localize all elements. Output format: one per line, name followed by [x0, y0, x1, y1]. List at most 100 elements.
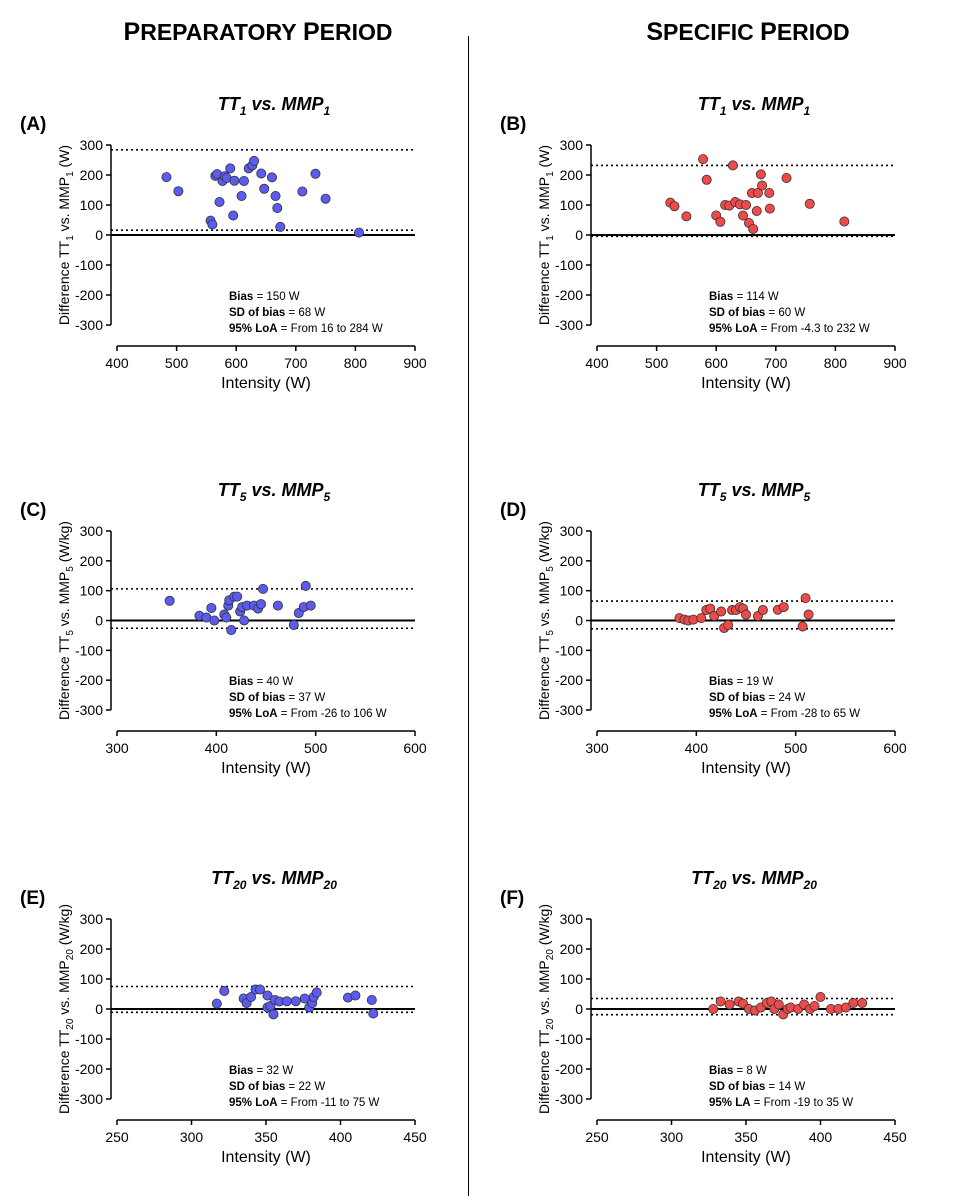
- y-tick-label: 200: [80, 167, 104, 183]
- data-point: [214, 196, 225, 207]
- x-axis-label: Intensity (W): [221, 1149, 311, 1166]
- x-tick-label: 500: [784, 740, 808, 756]
- chart-title: TT5 vs. MMP5: [698, 480, 811, 504]
- panel-label: (C): [20, 500, 46, 521]
- x-tick-label: 450: [883, 1129, 907, 1145]
- stat-line: Bias = 19 W: [709, 676, 773, 688]
- y-tick-label: 0: [95, 227, 103, 243]
- data-point: [255, 984, 266, 995]
- y-tick-label: -100: [555, 642, 583, 658]
- data-point: [748, 223, 759, 234]
- data-point: [839, 216, 850, 227]
- data-point: [715, 996, 726, 1007]
- data-point: [320, 193, 331, 204]
- data-point: [173, 186, 184, 197]
- y-tick-label: 100: [560, 197, 584, 213]
- data-point: [270, 190, 281, 201]
- data-point: [709, 611, 720, 622]
- y-tick-label: 200: [80, 941, 104, 957]
- x-tick-label: 600: [705, 355, 729, 371]
- stat-line: SD of bias = 22 W: [229, 1081, 325, 1093]
- data-point: [797, 621, 808, 632]
- y-tick-label: 300: [560, 523, 584, 539]
- data-point: [752, 187, 763, 198]
- stat-line: 95% LoA = From -11 to 75 W: [229, 1097, 379, 1109]
- chart-title: TT20 vs. MMP20: [211, 868, 337, 892]
- data-point: [741, 609, 752, 620]
- y-tick-label: -100: [555, 1031, 583, 1047]
- data-point: [716, 606, 727, 617]
- stat-line: Bias = 40 W: [229, 676, 293, 688]
- y-tick-label: 0: [575, 227, 583, 243]
- panel-label: (B): [500, 114, 526, 135]
- y-tick-label: -200: [75, 287, 103, 303]
- data-point: [778, 602, 789, 613]
- data-point: [236, 190, 247, 201]
- y-tick-label: 200: [560, 167, 584, 183]
- data-point: [246, 992, 257, 1003]
- y-tick-label: -200: [555, 672, 583, 688]
- data-point: [221, 612, 232, 623]
- y-tick-label: -300: [555, 317, 583, 333]
- data-point: [723, 619, 734, 630]
- y-tick-label: -300: [75, 702, 103, 718]
- x-tick-label: 600: [403, 740, 427, 756]
- data-point: [840, 1002, 851, 1013]
- data-point: [211, 998, 222, 1009]
- data-point: [803, 609, 814, 620]
- data-point: [164, 595, 175, 606]
- chart-panel-c: (C) TT5 vs. MMP5 -300 -200 -100 0 100 200 300 300…: [20, 480, 427, 777]
- x-axis-label: Intensity (W): [701, 1149, 791, 1166]
- x-tick-label: 400: [585, 355, 609, 371]
- stat-line: SD of bias = 60 W: [709, 307, 805, 319]
- x-tick-label: 400: [809, 1129, 833, 1145]
- y-tick-label: -200: [555, 287, 583, 303]
- x-tick-label: 800: [824, 355, 848, 371]
- y-tick-label: -300: [555, 1091, 583, 1107]
- y-tick-label: 0: [95, 1001, 103, 1017]
- x-axis-label: Intensity (W): [221, 375, 311, 392]
- y-tick-label: -300: [75, 1091, 103, 1107]
- data-point: [311, 987, 322, 998]
- y-tick-label: 0: [575, 1001, 583, 1017]
- y-tick-label: 100: [560, 583, 584, 599]
- stat-line: Bias = 8 W: [709, 1065, 767, 1077]
- data-point: [288, 619, 299, 630]
- data-point: [353, 227, 364, 238]
- y-axis-label: Difference TT5 vs. MMP5 (W/kg): [56, 521, 76, 720]
- data-point: [275, 221, 286, 232]
- y-tick-label: -300: [555, 702, 583, 718]
- data-point: [262, 990, 273, 1001]
- data-point: [256, 599, 267, 610]
- data-point: [209, 615, 220, 626]
- y-tick-label: 200: [560, 941, 584, 957]
- data-point: [272, 202, 283, 213]
- stat-line: SD of bias = 37 W: [229, 692, 325, 704]
- data-point: [310, 168, 321, 179]
- data-point: [272, 600, 283, 611]
- y-tick-label: -200: [555, 1061, 583, 1077]
- stat-line: 95% LoA = From -4.3 to 232 W: [709, 323, 870, 335]
- x-tick-label: 300: [105, 740, 129, 756]
- x-tick-label: 400: [685, 740, 709, 756]
- y-tick-label: -200: [75, 1061, 103, 1077]
- y-tick-label: 100: [560, 971, 584, 987]
- data-point: [207, 219, 218, 230]
- y-tick-label: 300: [80, 523, 104, 539]
- x-tick-label: 400: [105, 355, 129, 371]
- chart-panel-b: (B) TT1 vs. MMP1 -300 -200 -100 0 100 200 300 400…: [500, 94, 907, 392]
- data-point: [300, 580, 311, 591]
- data-point: [857, 998, 868, 1009]
- data-point: [350, 990, 361, 1001]
- data-point: [249, 155, 260, 166]
- stat-line: 95% LoA = From -28 to 65 W: [709, 708, 860, 720]
- x-tick-label: 500: [645, 355, 669, 371]
- stat-line: 95% LA = From -19 to 35 W: [709, 1097, 853, 1109]
- data-point: [268, 1009, 279, 1020]
- stat-line: SD of bias = 24 W: [709, 692, 805, 704]
- data-point: [232, 591, 243, 602]
- data-point: [698, 154, 709, 165]
- chart-title: TT20 vs. MMP20: [691, 868, 817, 892]
- x-tick-label: 800: [344, 355, 368, 371]
